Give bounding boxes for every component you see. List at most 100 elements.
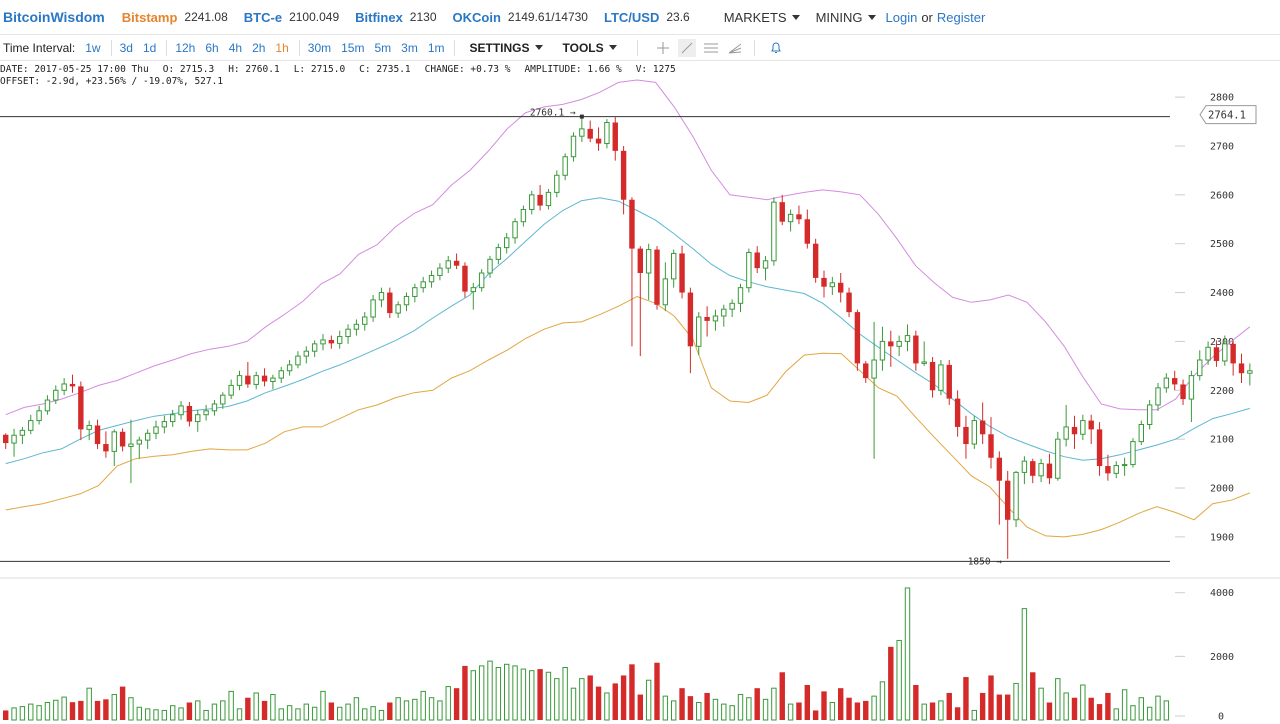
- candle-body: [103, 444, 109, 452]
- candle: [712, 309, 719, 331]
- candle-body: [170, 414, 176, 423]
- interval-1d[interactable]: 1d: [142, 40, 157, 55]
- info-amplitude: AMPLITUDE: 1.66 %: [524, 64, 622, 75]
- candle: [3, 433, 9, 449]
- exchange-ltc-usd[interactable]: LTC/USD 23.6: [604, 10, 690, 25]
- candle-body: [186, 405, 193, 422]
- volume-bar: [863, 700, 869, 720]
- candle-body: [1130, 441, 1136, 466]
- volume-bar: [896, 639, 902, 721]
- candle-body: [729, 302, 735, 310]
- candle: [387, 287, 393, 318]
- brand-logo-link[interactable]: BitcoinWisdom: [3, 9, 105, 25]
- volume-bar: [537, 669, 543, 720]
- volume-bar: [11, 707, 17, 721]
- interval-3m[interactable]: 3m: [401, 40, 418, 55]
- candle: [1046, 453, 1053, 485]
- interval-30m[interactable]: 30m: [307, 40, 332, 55]
- candle-body: [470, 287, 477, 293]
- fan-icon[interactable]: [726, 39, 744, 57]
- candle: [195, 409, 201, 432]
- candle: [704, 306, 710, 337]
- candle-body: [195, 414, 201, 423]
- candle-body: [620, 150, 627, 200]
- candle: [754, 246, 760, 274]
- candle: [1055, 431, 1061, 481]
- volume-bar: [1030, 672, 1036, 720]
- candle-body: [696, 316, 702, 347]
- candle-body: [846, 292, 852, 313]
- volume-bar: [228, 690, 234, 721]
- interval-1m[interactable]: 1m: [427, 40, 445, 55]
- exchange-bitfinex[interactable]: Bitfinex 2130: [355, 10, 436, 25]
- exchange-name[interactable]: BTC-e: [243, 9, 283, 25]
- candle: [1130, 438, 1136, 468]
- candle-body: [687, 292, 694, 347]
- markets-menu[interactable]: MARKETS: [724, 10, 800, 25]
- candle-body: [1080, 420, 1086, 435]
- candle: [779, 194, 785, 226]
- candle: [1213, 340, 1220, 367]
- interval-15m[interactable]: 15m: [341, 40, 365, 55]
- interval-4h[interactable]: 4h: [228, 40, 243, 55]
- candle: [671, 249, 677, 288]
- volume-bar: [53, 699, 59, 721]
- volume-bar: [236, 708, 243, 721]
- candle: [787, 209, 794, 232]
- exchange-btce[interactable]: BTC-e 2100.049: [244, 10, 339, 25]
- settings-menu[interactable]: SETTINGS: [469, 41, 543, 55]
- volume-bar: [119, 686, 126, 720]
- volume-bar: [270, 694, 276, 721]
- login-link[interactable]: Login: [885, 9, 918, 25]
- candle: [1180, 379, 1186, 405]
- candle-body: [295, 355, 301, 366]
- candle-body: [838, 282, 844, 293]
- register-link[interactable]: Register: [936, 9, 986, 25]
- interval-6h[interactable]: 6h: [205, 40, 219, 55]
- exchange-name[interactable]: Bitstamp: [121, 9, 178, 25]
- crosshair-icon[interactable]: [654, 39, 672, 57]
- line-icon[interactable]: [677, 38, 696, 57]
- volume-bar: [186, 702, 193, 720]
- volume-bar: [812, 710, 819, 720]
- exchange-price: 2241.08: [184, 10, 228, 24]
- tools-menu[interactable]: TOOLS: [563, 41, 617, 55]
- exchange-bitstamp[interactable]: Bitstamp 2241.08: [122, 10, 228, 25]
- volume-bar: [846, 697, 852, 720]
- candle-body: [211, 403, 218, 412]
- candle-body: [629, 199, 635, 249]
- exchange-name[interactable]: LTC/USD: [603, 9, 660, 25]
- exchange-name[interactable]: Bitfinex: [355, 9, 403, 25]
- candle-body: [645, 249, 652, 274]
- time-interval-label: Time Interval:: [3, 40, 76, 55]
- candle: [988, 417, 994, 469]
- interval-5m[interactable]: 5m: [374, 40, 392, 55]
- candle-body: [704, 316, 710, 321]
- interval-3d[interactable]: 3d: [119, 40, 133, 55]
- interval-1h[interactable]: 1h: [275, 40, 289, 55]
- candle: [796, 205, 802, 225]
- price-tick-label: 1900: [1210, 532, 1234, 543]
- exchange-name[interactable]: OKCoin: [452, 9, 501, 25]
- volume-bar: [996, 694, 1003, 720]
- interval-2h[interactable]: 2h: [252, 40, 266, 55]
- lines-icon[interactable]: [702, 39, 720, 57]
- mining-menu[interactable]: MINING: [816, 10, 876, 25]
- volume-bar: [712, 698, 719, 721]
- bell-icon[interactable]: [767, 39, 785, 57]
- candle: [144, 429, 151, 449]
- middle-bollinger-line: [5, 197, 1250, 465]
- toolbar-divider: [753, 39, 755, 56]
- candle-body: [637, 248, 643, 274]
- candle: [178, 401, 184, 420]
- interval-1w[interactable]: 1w: [85, 40, 101, 55]
- volume-bar: [754, 688, 760, 720]
- interval-12h[interactable]: 12h: [175, 40, 196, 55]
- candle: [228, 379, 234, 400]
- candle-body: [779, 202, 785, 222]
- candle: [687, 287, 694, 374]
- candle-body: [988, 434, 994, 458]
- volume-bar: [36, 705, 42, 721]
- exchange-okcoin[interactable]: OKCoin 2149.61/14730: [453, 10, 588, 25]
